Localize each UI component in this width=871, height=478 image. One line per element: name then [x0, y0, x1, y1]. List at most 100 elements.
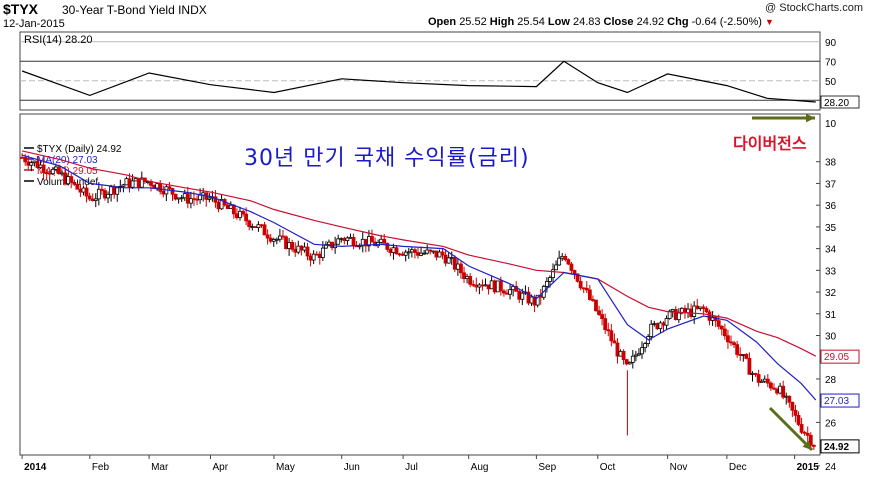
- candle-body: [548, 277, 552, 282]
- candle-body: [391, 247, 396, 253]
- price-tick-label: 30: [825, 332, 837, 343]
- candle-body: [72, 182, 77, 185]
- x-tick-label: Jul: [405, 462, 418, 473]
- candle-body: [161, 190, 166, 195]
- candle-body: [566, 259, 571, 265]
- candle-body: [281, 235, 285, 238]
- candle-body: [661, 322, 666, 326]
- x-tick-label: May: [276, 462, 295, 473]
- candle-body: [799, 424, 804, 433]
- price-divergence-arrow-head: [802, 440, 812, 450]
- candle-body: [336, 238, 341, 245]
- candle-body: [311, 253, 316, 261]
- candle-body: [379, 238, 384, 243]
- candle-body: [633, 354, 638, 357]
- candle-body: [591, 299, 595, 301]
- candle-body: [57, 166, 61, 175]
- candle-body: [271, 239, 276, 242]
- candle-body: [811, 444, 816, 447]
- candle-body: [244, 213, 249, 222]
- candle-body: [342, 238, 347, 241]
- candle-body: [235, 213, 239, 218]
- candle-body: [90, 198, 95, 201]
- candle-body: [345, 237, 350, 241]
- price-value-box: [820, 393, 860, 408]
- candle-body: [75, 183, 80, 190]
- candle-body: [403, 251, 408, 256]
- candle-body: [498, 280, 503, 292]
- down-triangle-icon: ▼: [765, 17, 774, 27]
- candle-body: [495, 280, 500, 293]
- candle-body: [198, 194, 203, 201]
- candle-body: [778, 385, 783, 394]
- candle-body: [511, 286, 516, 291]
- ohlc-readout: Open 25.52 High 25.54 Low 24.83 Close 24…: [428, 16, 774, 28]
- candle-body: [115, 187, 120, 195]
- candle-body: [765, 378, 770, 384]
- candle-body: [320, 247, 325, 259]
- candle-body: [124, 178, 129, 186]
- candle-body: [554, 264, 558, 271]
- candle-body: [686, 308, 690, 314]
- price-tick-label: 26: [825, 418, 837, 429]
- candle-body: [587, 289, 592, 300]
- candle-body: [330, 241, 334, 249]
- candle-body: [640, 347, 644, 355]
- candle-body: [670, 309, 675, 312]
- candle-body: [247, 220, 252, 228]
- candle-body: [327, 241, 331, 246]
- candle-body: [673, 309, 678, 321]
- price-panel-frame: [19, 113, 821, 456]
- price-divergence-arrow: [768, 406, 814, 452]
- price-tick-label: 37: [825, 179, 837, 190]
- candle-body: [805, 432, 810, 436]
- candle-body: [465, 276, 469, 279]
- candle-body: [468, 276, 473, 285]
- candle-body: [520, 292, 525, 300]
- rsi-panel-frame: [19, 31, 821, 111]
- candle-body: [437, 251, 442, 258]
- candle-body: [600, 314, 605, 320]
- x-tick-label: 2015: [797, 462, 820, 473]
- price-value-label: 24.92: [824, 442, 849, 453]
- candle-body: [658, 322, 663, 330]
- candle-body: [50, 168, 55, 175]
- candle-body: [253, 226, 258, 229]
- candle-body: [41, 164, 46, 173]
- high-label: High: [489, 16, 515, 28]
- candle-body: [719, 325, 724, 330]
- candle-body: [96, 188, 101, 200]
- candle-body: [188, 198, 193, 204]
- candle-body: [796, 414, 801, 425]
- candle-body: [195, 198, 199, 201]
- candle-body: [413, 249, 417, 253]
- candle-body: [274, 238, 279, 241]
- open-value: 25.52: [459, 16, 487, 28]
- candle-body: [382, 238, 387, 244]
- close-label: Close: [603, 16, 634, 28]
- candle-body: [112, 186, 117, 195]
- candle-body: [578, 280, 583, 289]
- candle-body: [422, 252, 427, 255]
- candle-body: [38, 164, 43, 168]
- x-tick-label: 2014: [24, 462, 47, 473]
- x-tick-label: Mar: [151, 462, 169, 473]
- candle-body: [802, 431, 807, 434]
- x-tick-label: Feb: [92, 462, 110, 473]
- candle-body: [192, 198, 196, 201]
- candle-body: [676, 312, 681, 321]
- close-value: 24.92: [636, 16, 665, 28]
- price-value-label: 27.03: [824, 396, 849, 407]
- candle-body: [170, 188, 175, 195]
- candle-body: [808, 434, 813, 446]
- candle-body: [741, 354, 746, 356]
- candle-body: [474, 284, 479, 288]
- rsi-tick-label: 10: [825, 119, 837, 130]
- candle-body: [618, 350, 623, 357]
- price-value-box: [820, 349, 860, 364]
- candle-body: [69, 176, 74, 183]
- x-tick-label: Apr: [212, 462, 228, 473]
- candle-body: [106, 193, 110, 199]
- candle-body: [744, 354, 749, 359]
- candle-body: [440, 251, 445, 256]
